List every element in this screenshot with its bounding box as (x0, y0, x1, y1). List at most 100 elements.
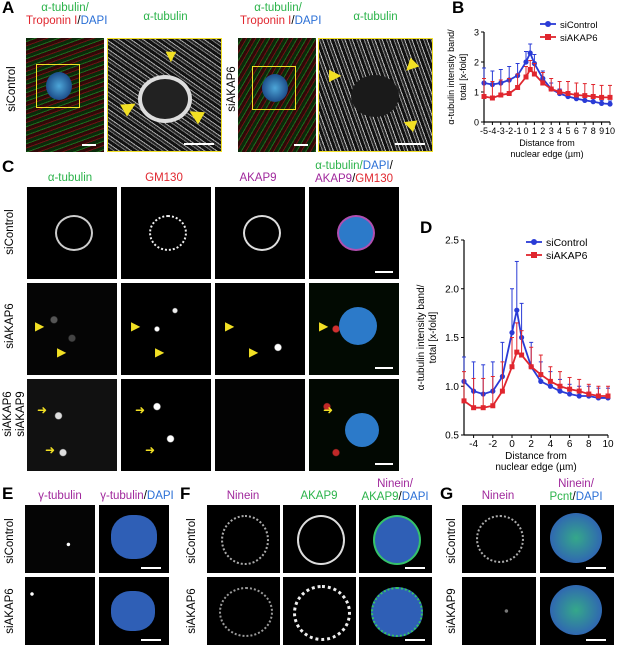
data-point (499, 388, 505, 394)
data-point (565, 91, 571, 96)
data-point (607, 101, 613, 107)
arrowhead-icon: ▶ (225, 319, 235, 333)
arrowhead-icon: ▶ (131, 319, 141, 333)
micrograph-c-sicontrol-merge (309, 187, 399, 279)
label-siakap9: siAKAP9 (15, 391, 27, 437)
label-siakap6: siAKAP6 (2, 391, 14, 437)
panel-c-header-tubulin: α-tubulin (47, 172, 93, 184)
data-point (586, 391, 592, 397)
label-ninein: Ninein/ (377, 478, 413, 490)
micrograph-a-sicontrol-tubulin-zoom: ▼ ▶ ▶ (107, 38, 222, 152)
panel-label-a: A (2, 0, 15, 17)
micrograph-c-siakap6-tubulin: ▶ ▶ (27, 283, 117, 375)
micrograph-c-siakap6-siakap9-merge: ➜ (309, 379, 399, 471)
label-slash: / (398, 491, 402, 503)
label-dapi: DAPI (294, 15, 322, 27)
micrograph-c-siakap6-merge: ▶ (309, 283, 399, 375)
label-pcnt: Pcnt (549, 491, 573, 503)
data-point (582, 97, 588, 103)
micrograph-c-siakap6-gm130: ▶ ▶ (121, 283, 211, 375)
data-point (489, 95, 495, 101)
micrograph-f-sicontrol-ninein (207, 505, 280, 573)
panel-a-header-tubulin-1: α-tubulin (143, 11, 188, 23)
micrograph-c-sicontrol-gm130 (121, 187, 211, 279)
label-slash: / (352, 173, 356, 185)
label-dapi: DAPI (80, 15, 108, 27)
micrograph-c-siakap6-siakap9-tubulin: ➜ ➜ (27, 379, 117, 471)
panel-c-header-akap9: AKAP9 (239, 172, 277, 184)
panel-f-row-sicontrol: siControl (186, 518, 198, 564)
data-point (538, 372, 544, 378)
y-axis-label: α-tubulin intensity band/ (446, 29, 456, 125)
micrograph-c-siakap6-siakap9-akap9 (215, 379, 305, 471)
y-tick-label: 3 (474, 28, 479, 38)
arrow-icon: ➜ (135, 403, 146, 417)
x-tick-label: 8 (586, 439, 592, 450)
label-dapi: DAPI (146, 490, 174, 502)
data-point (547, 378, 553, 384)
data-point (557, 89, 563, 95)
series-line (463, 310, 608, 399)
data-point (519, 352, 525, 358)
micrograph-g-siakap9-ninein (462, 577, 536, 645)
micrograph-g-sicontrol-ninein (462, 505, 536, 573)
arrowhead-icon: ▶ (249, 345, 259, 359)
data-point (599, 94, 605, 100)
data-point (481, 94, 487, 99)
data-point (573, 92, 579, 98)
label-gm130: GM130 (355, 173, 393, 185)
label-ninein: Ninein/ (558, 478, 594, 490)
panel-label-f: F (180, 484, 191, 503)
micrograph-a-siakap6-tubulin-zoom: ▶ ▶ ▶ (318, 38, 433, 152)
panel-g-row-siakap9: siAKAP9 (446, 588, 458, 634)
arrowhead-icon: ▶ (35, 319, 45, 333)
label-gamma-tubulin: γ-tubulin (100, 490, 144, 502)
x-tick-label: 4 (548, 439, 554, 450)
scale-bar (375, 463, 393, 465)
legend-label: siAKAP6 (560, 33, 598, 44)
zoom-box (36, 64, 80, 108)
micrograph-c-siakap6-siakap9-gm130: ➜ ➜ (121, 379, 211, 471)
x-tick-label: 5 (565, 126, 570, 136)
panel-f-header-merge: Ninein/ AKAP9/DAPI (354, 478, 436, 504)
x-axis-label-line2: nuclear edge (µm) (510, 149, 583, 159)
x-tick-label: -4 (488, 126, 496, 136)
panel-c-row-siakap6: siAKAP6 (4, 303, 16, 349)
data-point (514, 307, 520, 313)
scale-bar (141, 639, 161, 641)
y-axis-label-line2: total [x-fold] (458, 54, 468, 101)
data-point (527, 50, 533, 56)
label-slash: / (389, 160, 393, 172)
legend-marker (531, 239, 537, 245)
series-line (463, 350, 608, 409)
micrograph-e-sicontrol-merge (99, 505, 169, 573)
x-tick-label: 7 (582, 126, 587, 136)
label-troponin: Troponin I (26, 15, 78, 27)
arrow-icon: ➜ (45, 443, 56, 457)
label-alpha-tubulin: α-tubulin/ (41, 2, 89, 14)
panel-label-c: C (2, 157, 15, 176)
data-point (514, 349, 520, 355)
panel-label-d: D (420, 218, 433, 237)
scale-bar (586, 639, 606, 641)
x-tick-label: 1 (532, 126, 537, 136)
y-tick-label: 0 (474, 118, 479, 128)
micrograph-c-sicontrol-tubulin (27, 187, 117, 279)
data-point (567, 391, 573, 397)
label-dapi: DAPI (575, 491, 603, 503)
micrograph-c-siakap6-akap9: ▶ ▶ (215, 283, 305, 375)
data-point (538, 378, 544, 384)
x-axis-label-line2: nuclear edge (µm) (495, 462, 576, 473)
panel-a-header-merge-2: α-tubulin/ Troponin I/DAPI (240, 2, 321, 28)
data-point (498, 92, 504, 98)
micrograph-f-siakap6-akap9 (283, 577, 356, 645)
data-point (576, 393, 582, 399)
y-tick-label: 2.5 (445, 236, 459, 247)
data-point (607, 94, 613, 100)
scale-bar (82, 144, 96, 146)
panel-g-header-ninein: Ninein (481, 490, 515, 502)
legend-marker (545, 21, 551, 27)
y-axis-label: α-tubulin intensity band/ (416, 284, 427, 390)
x-tick-label: 4 (557, 126, 562, 136)
x-tick-label: 9 (599, 126, 604, 136)
